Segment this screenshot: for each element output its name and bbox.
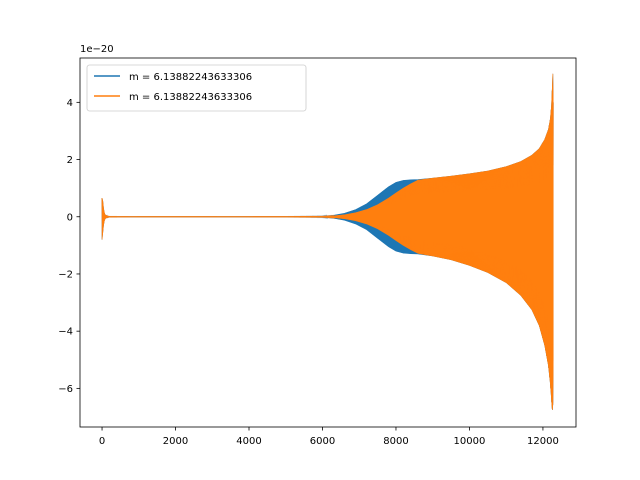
y-tick-label: 4 (67, 98, 73, 109)
x-tick-label: 6000 (310, 436, 335, 447)
legend: m = 6.13882243633306 m = 6.13882243633306 (86, 64, 307, 112)
legend-box (86, 64, 307, 112)
axes-frame (79, 57, 577, 428)
y-axis: −6 −4 −2 0 2 4 (58, 98, 80, 395)
y-tick-label: 0 (67, 212, 73, 223)
y-tick-label: −6 (58, 384, 73, 395)
x-tick-label: 8000 (383, 436, 408, 447)
y-tick-label: −2 (58, 269, 73, 280)
legend-label-1: m = 6.13882243633306 (129, 72, 252, 83)
series-layer (101, 73, 554, 410)
y-tick-label: 2 (67, 155, 73, 166)
y-tick-label: −4 (58, 327, 73, 338)
x-tick-label: 10000 (454, 436, 486, 447)
x-tick-label: 4000 (236, 436, 261, 447)
x-tick-label: 12000 (527, 436, 559, 447)
series-2-line (101, 90, 554, 406)
x-tick-label: 0 (99, 436, 105, 447)
legend-label-2: m = 6.13882243633306 (129, 92, 252, 103)
x-axis: 0 2000 4000 6000 8000 10000 12000 (99, 427, 559, 447)
x-tick-label: 2000 (163, 436, 188, 447)
y-offset-label: 1e−20 (80, 44, 114, 55)
